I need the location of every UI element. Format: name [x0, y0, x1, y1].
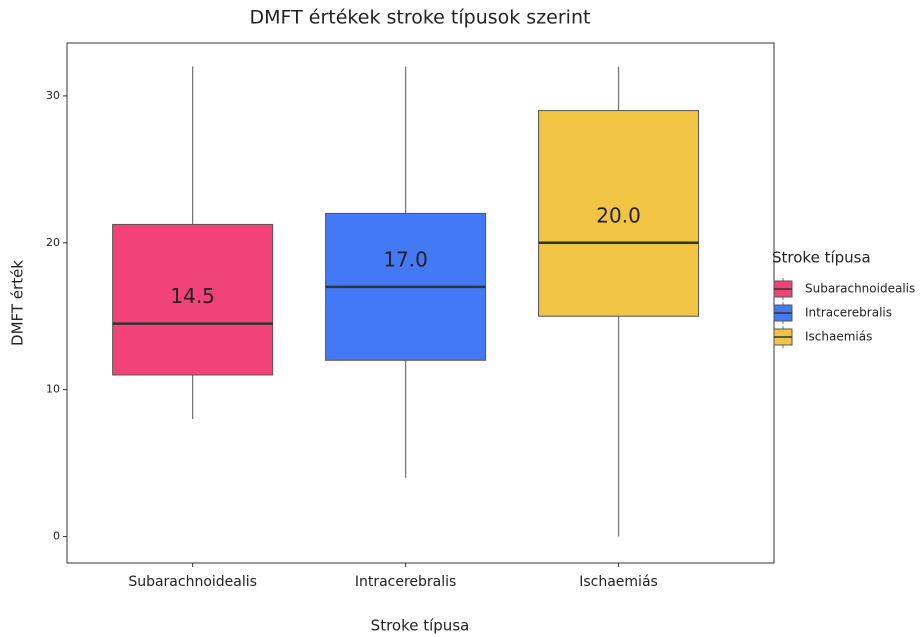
- x-tick-label: Intracerebralis: [355, 574, 457, 590]
- box: [112, 223, 274, 376]
- median-label: 20.0: [596, 203, 641, 227]
- y-tick-label: 0: [53, 530, 60, 543]
- median-label: 17.0: [383, 247, 428, 271]
- legend-label: Ischaemiás: [805, 330, 872, 344]
- legend-label: Subarachnoidealis: [805, 282, 915, 296]
- x-axis-title: Stroke típusa: [371, 617, 470, 635]
- x-tick-label: Subarachnoidealis: [128, 574, 257, 590]
- x-tick-label: Ischaemiás: [579, 574, 658, 590]
- legend-title: Stroke típusa: [772, 249, 871, 267]
- y-tick-label: 10: [46, 383, 60, 396]
- legend-label: Intracerebralis: [805, 306, 892, 320]
- y-axis-title: DMFT érték: [9, 260, 27, 346]
- chart-title: DMFT értékek stroke típusok szerint: [250, 7, 591, 29]
- y-tick-label: 20: [46, 236, 60, 249]
- y-tick-label: 30: [46, 89, 60, 102]
- box: [538, 110, 700, 317]
- plot-panel: [66, 42, 775, 564]
- median-label: 14.5: [170, 284, 215, 308]
